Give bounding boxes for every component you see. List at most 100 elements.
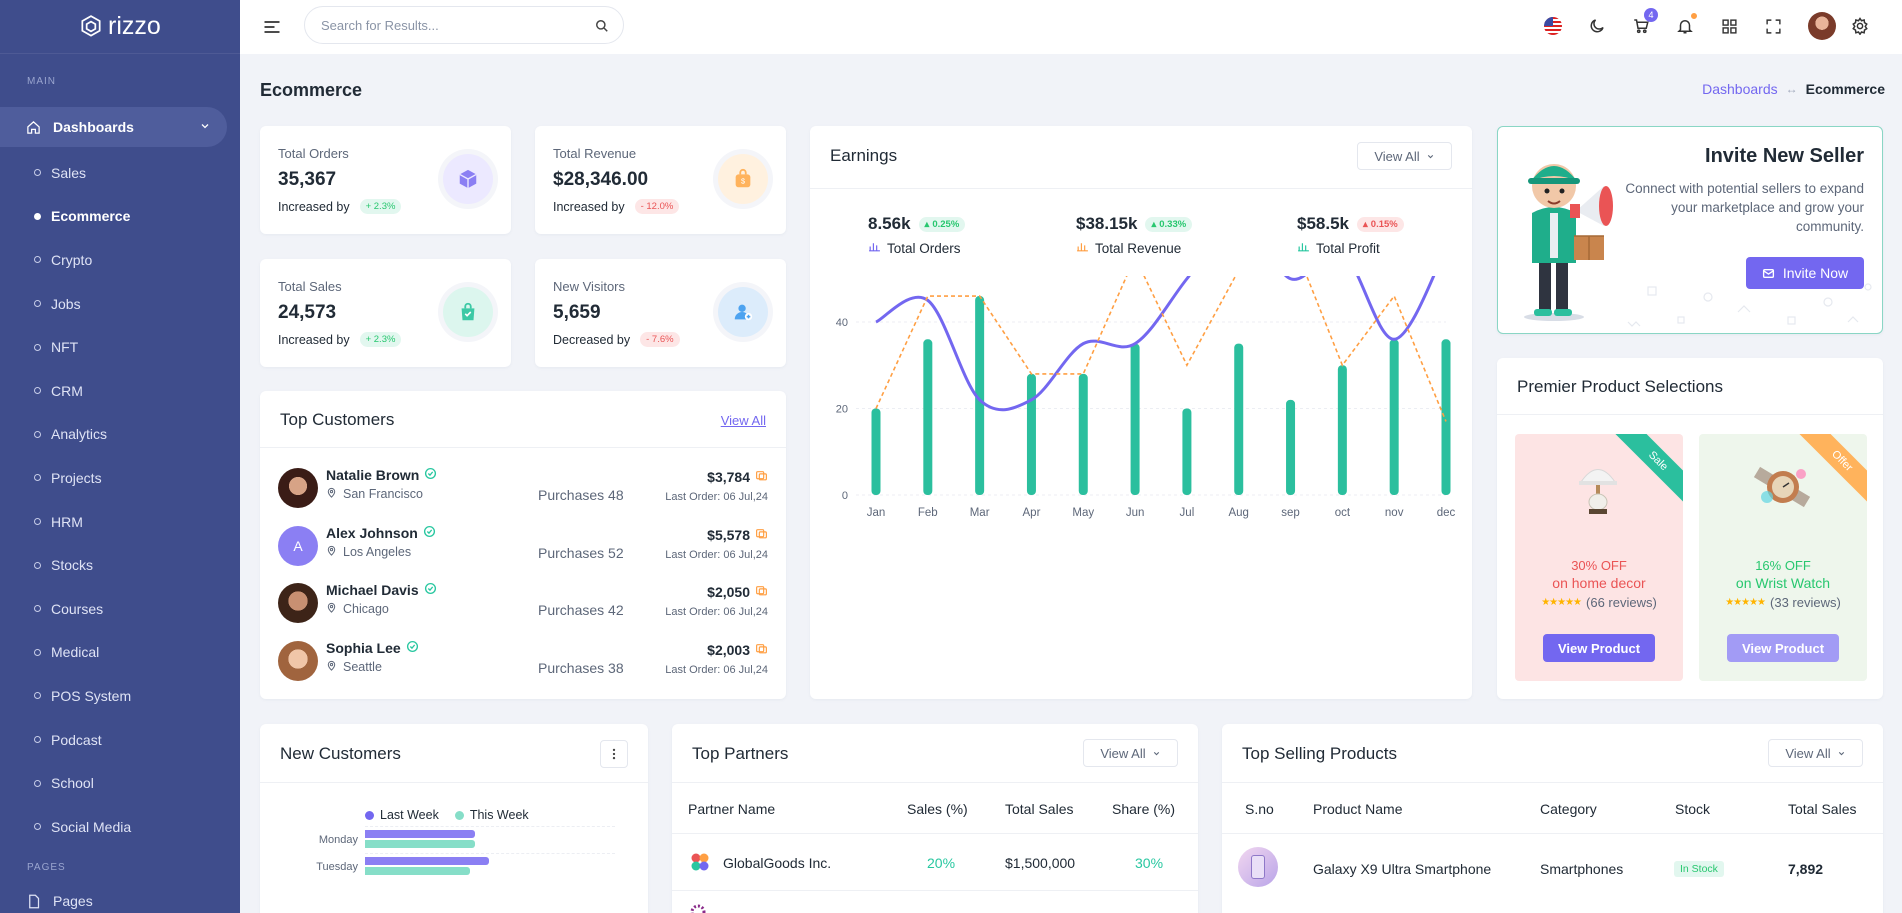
settings-gear-icon[interactable] [1849,15,1871,37]
earnings-view-all-button[interactable]: View All [1357,142,1452,170]
sidebar-item-projects[interactable]: Projects [0,456,240,500]
sidebar-item-crypto[interactable]: Crypto [0,238,240,282]
search-input[interactable]: Search for Results... [304,6,624,44]
sidebar-item-ecommerce[interactable]: Ecommerce [0,195,240,239]
bullet-icon [34,518,41,526]
divider [672,833,1198,834]
stat-value: 5,659 [553,302,601,323]
coins-icon [755,642,768,658]
bullet-icon [34,692,41,700]
fullscreen-icon[interactable] [1762,15,1784,37]
flag-us-icon[interactable] [1542,15,1564,37]
column-header: Stock [1675,801,1711,817]
stat-trend-label: Decreased by [553,332,631,347]
home-icon [27,120,40,134]
sidebar-item-medical[interactable]: Medical [0,631,240,675]
column-header: Category [1540,801,1597,817]
view-all-link[interactable]: View All [720,413,766,428]
sidebar-item-hrm[interactable]: HRM [0,500,240,544]
apps-grid-icon[interactable] [1718,15,1740,37]
earnings-stat-label-row: Total Orders [868,240,965,256]
partners-view-all-button[interactable]: View All [1083,739,1178,767]
more-options-button[interactable] [600,740,628,768]
sidebar-item-dashboards[interactable]: Dashboards [0,107,227,147]
amount-text: $5,578 [707,526,750,543]
view-product-button[interactable]: View Product [1727,634,1839,662]
breadcrumb-link[interactable]: Dashboards [1702,81,1778,97]
brand-logo[interactable]: rizzo [0,0,240,54]
customer-last-order: Last Order: 06 Jul,24 [665,663,768,676]
bar-last-week [365,830,476,838]
divider [260,447,786,448]
stat-value: 24,573 [278,302,337,323]
card-title: Top Customers [280,410,395,429]
bullet-icon [34,256,41,264]
selling-view-all-button[interactable]: View All [1768,739,1863,767]
x-tick-label: nov [1385,507,1404,519]
verified-check-icon [406,640,419,656]
column-header: Sales (%) [907,801,968,817]
customer-name-text: Natalie Brown [326,467,420,483]
sidebar-item-stocks[interactable]: Stocks [0,543,240,587]
product-offer-card[interactable]: Sale 30% OFF on home decor ★★★★★ (66 reviews… [1515,434,1683,681]
product-offer-card[interactable]: Offer 16% OFF on Wrist Watch ★★★★★ (33 revie… [1699,434,1867,681]
menu-toggle-icon[interactable] [262,17,282,37]
star-rating-icon: ★★★★★ [1725,597,1766,608]
sidebar-item-label: Podcast [51,731,102,748]
table-lamp-image [1563,452,1633,525]
sidebar-item-crm[interactable]: CRM [0,369,240,413]
shopping-bag-icon [443,287,493,337]
column-header: Partner Name [688,801,776,817]
view-product-button[interactable]: View Product [1543,634,1655,662]
bullet-icon [34,605,41,613]
search-icon[interactable] [595,19,609,33]
customer-row[interactable]: Sophia Lee Seattle Purchases 38 $2,003 Last … [278,638,768,684]
product-category: Smartphones [1540,861,1624,877]
partner-share: 30% [1135,855,1164,871]
customer-purchases: Purchases 42 [538,602,624,618]
legend-item: Last Week [365,808,439,822]
customer-row[interactable]: Michael Davis Chicago Purchases 42 $2,050 La… [278,580,768,626]
ribbon-text: Sale [1645,448,1671,474]
sidebar-item-pages[interactable]: Pages [26,893,216,909]
sidebar-item-courses[interactable]: Courses [0,587,240,631]
customer-name-text: Sophia Lee [326,639,401,656]
sidebar-item-sales[interactable]: Sales [0,151,240,195]
product-thumbnail [1238,847,1278,887]
bell-icon[interactable] [1674,12,1698,37]
invite-title: Invite New Seller [1705,145,1864,167]
sidebar-item-social-media[interactable]: Social Media [0,805,240,849]
invite-now-button[interactable]: Invite Now [1746,257,1864,289]
moon-icon[interactable] [1586,15,1608,37]
breadcrumb: Dashboards ↔ Ecommerce [1702,81,1885,97]
sidebar-item-pos-system[interactable]: POS System [0,674,240,718]
bar [1182,408,1192,495]
customer-amount: $2,050 [707,584,768,600]
customer-row[interactable]: Natalie Brown San Francisco Purchases 48 $3… [278,465,768,511]
cart-icon[interactable]: 4 [1630,8,1658,37]
badge-text: 0.15% [1370,218,1398,230]
location-text: Chicago [343,602,389,616]
sidebar-item-podcast[interactable]: Podcast [0,718,240,762]
bag-icon: $ [718,154,768,204]
sidebar-item-school[interactable]: School [0,761,240,805]
customer-row[interactable]: A Alex Johnson Los Angeles Purchases 52 $5,5… [278,523,768,569]
sidebar-item-analytics[interactable]: Analytics [0,413,240,457]
sidebar-item-label: Pages [53,893,93,909]
user-avatar[interactable] [1808,12,1836,40]
divider [672,782,1198,783]
stat-trend-badge: - 7.6% [640,332,680,347]
sidebar-item-jobs[interactable]: Jobs [0,282,240,326]
earnings-stat: $58.5k ▴ 0.15% Total Profit [1297,214,1404,256]
customer-amount: $2,003 [707,642,768,658]
legend-item: This Week [454,808,529,822]
sidebar-item-label: POS System [51,687,132,704]
sidebar-item-nft[interactable]: NFT [0,325,240,369]
more-vertical-icon [612,748,616,760]
divider [260,782,648,783]
verified-check-icon [423,525,436,541]
divider [672,890,1198,891]
grid-line [365,826,615,827]
customer-name-text: Alex Johnson [326,524,418,541]
badge-text: 0.25% [932,218,960,230]
